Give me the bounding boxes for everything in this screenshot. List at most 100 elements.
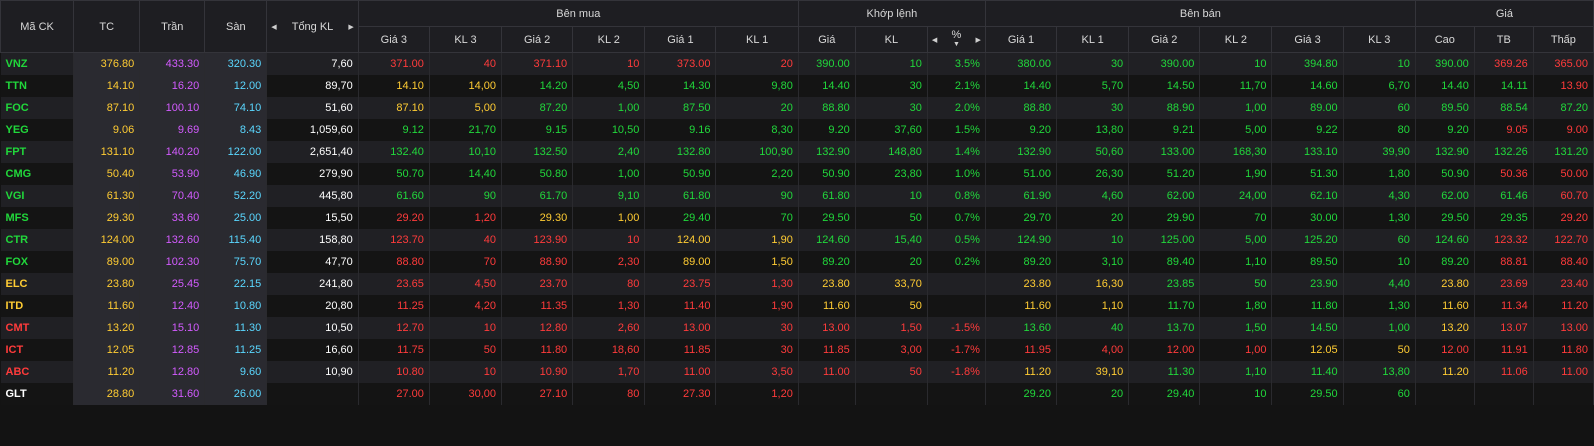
col-ref[interactable]: TC — [73, 0, 141, 53]
col-sell-vol-1[interactable]: KL 1 — [1056, 26, 1130, 53]
table-row[interactable]: YEG 9.06 9.69 8.43 1,059,60 9.12 21,70 9.15 10,5… — [0, 119, 1594, 141]
price-cell: 131.20 — [1533, 141, 1594, 163]
buy-cell: 70 — [715, 207, 799, 229]
match-cell: 9.20 — [798, 119, 856, 141]
arrow-left-icon[interactable]: ◀ — [931, 36, 938, 44]
arrow-right-icon[interactable]: ▶ — [975, 36, 981, 44]
sell-cell: 14.50 — [1271, 317, 1344, 339]
group-price: Giá — [1414, 0, 1594, 27]
table-row[interactable]: TTN 14.10 16.20 12.00 89,70 14.10 14,00 14.20 4,… — [0, 75, 1594, 97]
table-row[interactable]: VNZ 376.80 433.30 320.30 7,60 371.00 40 371.10 1… — [0, 52, 1594, 75]
sell-cell: 4,30 — [1343, 185, 1416, 207]
price-cell: 29.35 — [1474, 207, 1534, 229]
price-cell: 13.90 — [1533, 75, 1594, 97]
match-cell: 15,40 — [855, 229, 928, 251]
col-buy-vol-1[interactable]: KL 1 — [715, 26, 799, 53]
sell-cell: 1,80 — [1343, 163, 1416, 185]
buy-cell: 30,00 — [429, 383, 503, 405]
sell-cell: 70 — [1199, 207, 1273, 229]
table-row[interactable]: ELC 23.80 25.45 22.15 241,80 23.65 4,50 23.70 80… — [0, 273, 1594, 295]
col-match-price[interactable]: Giá — [797, 26, 856, 53]
sell-cell: 14.50 — [1128, 75, 1201, 97]
sell-cell: 6,70 — [1343, 75, 1416, 97]
price-cell — [1533, 383, 1594, 405]
col-buy-vol-2[interactable]: KL 2 — [572, 26, 646, 53]
col-total-vol[interactable]: ◀ Tổng KL ▶ — [266, 0, 359, 53]
total-vol-cell: 158,80 — [266, 229, 359, 251]
price-cell: 13.20 — [1415, 317, 1475, 339]
col-buy-vol-3[interactable]: KL 3 — [428, 26, 503, 53]
table-row[interactable]: ICT 12.05 12.85 11.25 16,60 11.75 50 11.80 18,60… — [0, 339, 1594, 361]
total-vol-cell: 10,90 — [266, 361, 359, 383]
match-cell — [798, 383, 856, 405]
buy-cell: 1,90 — [715, 229, 799, 251]
col-low[interactable]: Thấp — [1532, 26, 1594, 53]
sell-cell: 1,30 — [1343, 295, 1416, 317]
buy-cell: 371.10 — [501, 52, 574, 75]
sell-cell: 1,10 — [1199, 251, 1273, 273]
table-row[interactable]: CMG 50.40 53.90 46.90 279,90 50.70 14,40 50.80 1… — [0, 163, 1594, 185]
match-cell: 11.85 — [798, 339, 856, 361]
sell-cell: 51.20 — [1128, 163, 1201, 185]
buy-cell: 11.85 — [644, 339, 717, 361]
table-row[interactable]: CMT 13.20 15.10 11.30 10,50 12.70 10 12.80 2,60 1… — [0, 317, 1594, 339]
total-vol-cell: 89,70 — [266, 75, 359, 97]
sell-cell: 390.00 — [1128, 52, 1201, 75]
ref-price-cell: 131.10 — [73, 141, 141, 163]
sort-down-icon[interactable]: ▼ — [952, 40, 960, 48]
floor-price-cell: 11.30 — [204, 317, 268, 339]
sell-cell: 4,60 — [1056, 185, 1130, 207]
arrow-left-icon[interactable]: ◀ — [271, 23, 277, 31]
sell-cell: 29.40 — [1128, 383, 1201, 405]
match-cell: 11.60 — [798, 295, 856, 317]
col-floor[interactable]: Sàn — [204, 0, 268, 53]
table-row[interactable]: ITD 11.60 12.40 10.80 20,80 11.25 4,20 11.35 1,3… — [0, 295, 1594, 317]
col-sell-vol-2[interactable]: KL 2 — [1199, 26, 1273, 53]
sell-cell: 23.85 — [1128, 273, 1201, 295]
col-sell-price-3[interactable]: Giá 3 — [1271, 26, 1344, 53]
table-row[interactable]: FOX 89.00 102.30 75.70 47,70 88.80 70 88.90 2,30… — [0, 251, 1594, 273]
table-row[interactable]: MFS 29.30 33.60 25.00 15,50 29.20 1,20 29.30 1,0… — [0, 207, 1594, 229]
arrow-right-icon[interactable]: ▶ — [348, 23, 354, 31]
col-high[interactable]: Cao — [1414, 26, 1475, 53]
buy-cell: 1,00 — [572, 207, 646, 229]
col-match-vol[interactable]: KL — [854, 26, 928, 53]
col-buy-price-3[interactable]: Giá 3 — [357, 26, 430, 53]
sell-cell: 88.80 — [985, 97, 1058, 119]
price-cell: 50.00 — [1533, 163, 1594, 185]
sell-cell: 4,40 — [1343, 273, 1416, 295]
table-row[interactable]: GLT 28.80 31.60 26.00 27.00 30,00 27.10 80 27.30… — [0, 383, 1594, 405]
price-cell — [1415, 383, 1475, 405]
buy-cell: 30 — [715, 317, 799, 339]
sell-cell: 124.90 — [985, 229, 1058, 251]
table-row[interactable]: FPT 131.10 140.20 122.00 2,651,40 132.40 10,10… — [0, 141, 1594, 163]
col-buy-price-1[interactable]: Giá 1 — [644, 26, 717, 53]
buy-cell: 23.65 — [358, 273, 430, 295]
table-row[interactable]: ABC 11.20 12.80 9.60 10,90 10.80 10 10.90 1,70 11… — [0, 361, 1594, 383]
price-cell: 89.50 — [1415, 97, 1475, 119]
table-row[interactable]: VGI 61.30 70.40 52.20 445,80 61.60 90 61.70 9,10… — [0, 185, 1594, 207]
buy-cell: 11.00 — [644, 361, 717, 383]
buy-cell: 3,50 — [715, 361, 799, 383]
price-cell: 11.20 — [1533, 295, 1594, 317]
match-cell: 33,70 — [855, 273, 928, 295]
buy-cell: 1,90 — [715, 295, 799, 317]
col-avg[interactable]: TB — [1473, 26, 1534, 53]
buy-cell: 4,20 — [429, 295, 503, 317]
match-cell: -1.8% — [927, 361, 986, 383]
ref-price-cell: 14.10 — [73, 75, 141, 97]
col-ceil[interactable]: Trần — [139, 0, 206, 53]
sell-cell: 10 — [1343, 251, 1416, 273]
col-sell-price-1[interactable]: Giá 1 — [984, 26, 1058, 53]
table-row[interactable]: FOC 87.10 100.10 74.10 51,60 87.10 5,00 87.20 1,… — [0, 97, 1594, 119]
col-sell-price-2[interactable]: Giá 2 — [1128, 26, 1201, 53]
table-row[interactable]: CTR 124.00 132.60 115.40 158,80 123.70 40 123.9… — [0, 229, 1594, 251]
col-match-pct[interactable]: ◀ % ▼ ▶ — [926, 26, 986, 53]
col-buy-price-2[interactable]: Giá 2 — [501, 26, 574, 53]
col-sell-vol-3[interactable]: KL 3 — [1342, 26, 1416, 53]
col-symbol[interactable]: Mã CK — [0, 0, 75, 53]
match-cell: 3,00 — [855, 339, 928, 361]
price-cell: 9.00 — [1533, 119, 1594, 141]
symbol-cell: CTR — [0, 229, 75, 251]
buy-cell: 13.00 — [644, 317, 717, 339]
